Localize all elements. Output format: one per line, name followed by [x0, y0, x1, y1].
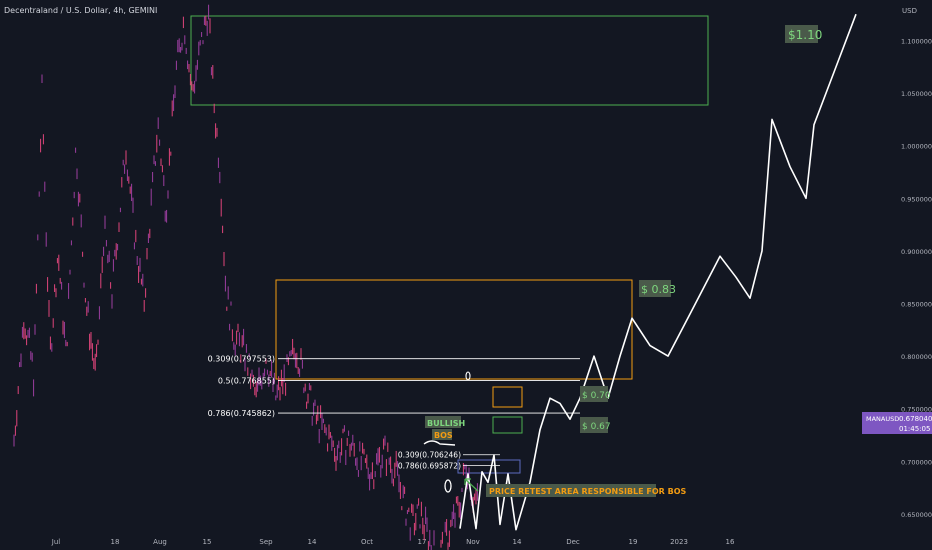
retest-arrow	[464, 478, 479, 492]
x-tick-label: Nov	[466, 538, 480, 546]
bos-marker	[423, 440, 456, 446]
x-tick-label: 15	[203, 538, 212, 546]
y-tick-label: 0.900000	[901, 248, 932, 256]
target-badge-110-bg	[785, 25, 818, 43]
circle-marker-low	[444, 479, 452, 493]
fib-label-upper: 0.5(0.776855)	[218, 376, 275, 385]
symbol-badge-bg	[862, 412, 932, 434]
retest-box	[457, 459, 521, 474]
x-tick-label: Sep	[259, 538, 273, 546]
x-tick-label: Oct	[361, 538, 373, 546]
currency-label: USD	[902, 7, 917, 15]
target-badge-083: $ 0.83	[641, 283, 676, 296]
bos-label-bg	[432, 429, 452, 440]
x-axis-ticks: Jul 18 Aug 15 Sep 14 Oct 17 Nov 14 Dec 19 2023 16	[51, 538, 735, 546]
x-tick-label: 19	[629, 538, 638, 546]
fib-label-lower: 0.309(0.706246)	[398, 451, 461, 460]
supply-zone-box	[190, 15, 709, 106]
bullish-label-bg	[425, 416, 461, 428]
target-badge-067-bg	[580, 417, 608, 433]
y-tick-label: 0.650000	[901, 511, 932, 519]
fib-label-lower: 0.786(0.695872)	[398, 462, 461, 471]
x-tick-label: Jul	[51, 538, 61, 546]
x-tick-label: Dec	[566, 538, 580, 546]
small-green-box	[492, 416, 523, 434]
x-tick-label: 2023	[670, 538, 688, 546]
x-tick-label: 14	[308, 538, 317, 546]
target-badge-070: $ 0.70	[582, 391, 611, 401]
symbol-badge: MANAUSD	[866, 415, 899, 423]
target-badge-070-bg	[580, 386, 608, 402]
bullish-label: BULLISH	[427, 419, 465, 428]
y-tick-label: 0.800000	[901, 353, 932, 361]
y-tick-label: 0.750000	[901, 406, 932, 414]
bos-label: BOS	[434, 431, 453, 440]
last-price-label: 0.678040	[899, 415, 932, 423]
projection-line	[459, 13, 857, 531]
fib-upper-group: 0.309(0.797553) 0.5(0.776855) 0.786(0.7458…	[208, 355, 580, 418]
y-tick-label: 1.050000	[901, 90, 932, 98]
target-badge-110: $1.10	[788, 28, 822, 42]
range-box	[275, 279, 633, 380]
small-orange-box	[492, 386, 523, 408]
x-tick-label: 14	[513, 538, 522, 546]
x-tick-label: 18	[111, 538, 120, 546]
y-tick-label: 0.950000	[901, 195, 932, 203]
y-tick-label: 1.100000	[901, 38, 932, 46]
y-axis-ticks: 0.6000000.6500000.7000000.7500000.800000…	[901, 38, 932, 519]
x-tick-label: Aug	[153, 538, 167, 546]
fib-label-upper: 0.786(0.745862)	[208, 409, 275, 418]
target-badge-083-bg	[639, 280, 671, 297]
x-tick-label: 17	[418, 538, 427, 546]
target-badge-067: $ 0.67	[582, 422, 611, 432]
price-axis[interactable]	[895, 0, 932, 550]
y-tick-label: 0.700000	[901, 458, 932, 466]
fib-label-upper: 0.309(0.797553)	[208, 355, 275, 364]
circle-marker-high	[465, 371, 471, 381]
x-tick-label: 16	[726, 538, 735, 546]
y-tick-label: 0.850000	[901, 301, 932, 309]
retest-label: PRICE RETEST AREA RESPONSIBLE FOR BOS	[489, 487, 687, 496]
y-tick-label: 1.000000	[901, 143, 932, 151]
countdown-label: 01:45:05	[899, 425, 930, 433]
retest-label-bg	[486, 484, 656, 497]
price-series	[13, 4, 478, 550]
chart-title: Decentraland / U.S. Dollar, 4h, GEMINI	[4, 6, 157, 15]
